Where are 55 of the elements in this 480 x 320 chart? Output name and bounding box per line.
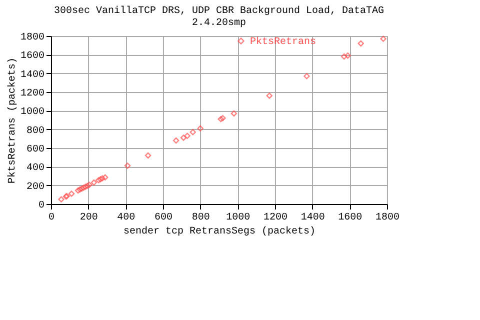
point (68, 190, 75, 197)
y-tick-label: 800 (26, 126, 44, 137)
point (102, 174, 108, 180)
point (358, 40, 364, 47)
x-tick-label: 400 (117, 212, 136, 224)
text: 2.4.20smp (192, 18, 246, 29)
y-tick-label: 200 (26, 182, 44, 193)
x-tick-label: 600 (154, 212, 173, 224)
y-tick-label: 1000 (20, 107, 44, 118)
point (84, 182, 90, 189)
point (190, 129, 196, 136)
y-tick-label: 1800 (20, 32, 44, 44)
point (197, 125, 204, 132)
point (74, 187, 82, 194)
x-tick-label: 1200 (263, 212, 288, 224)
point (144, 152, 152, 159)
y-tick-label: 1200 (20, 88, 44, 100)
point (220, 115, 226, 122)
y-tick-label: 1400 (20, 70, 44, 81)
point (58, 196, 64, 202)
x-tick-label: 800 (192, 212, 210, 224)
point (218, 116, 224, 122)
point (90, 179, 98, 186)
point (80, 184, 87, 191)
point (304, 73, 310, 80)
point (124, 162, 131, 169)
point (76, 186, 84, 193)
y-axis-title: PktsRetrans (packets) (6, 57, 18, 184)
point (97, 176, 104, 182)
point (86, 182, 92, 188)
y-tick-label: 1600 (20, 51, 44, 62)
point (99, 175, 106, 182)
y-tick-label: 0 (38, 200, 44, 212)
text: 300sec VanillaTCP DRS, UDP CBR Background Load, DataTAG (54, 6, 384, 17)
point (82, 184, 89, 190)
x-tick-label: 200 (80, 212, 98, 224)
x-tick-label: 0 (48, 212, 55, 224)
point (380, 36, 386, 42)
x-tick-label: 1400 (300, 212, 325, 224)
point (344, 52, 351, 59)
point (184, 132, 190, 139)
point (172, 137, 180, 144)
point (340, 53, 348, 60)
point (266, 92, 272, 99)
point (180, 134, 187, 141)
x-tick-label: 1800 (375, 212, 400, 224)
legend-label: PktsRetrans (250, 36, 316, 48)
x-tick-label: 1600 (338, 212, 362, 224)
x-tick-label: 1000 (226, 212, 250, 224)
y-tick-label: 600 (26, 144, 44, 156)
x-axis-title: sender tcp RetransSegs (packets) (123, 226, 316, 238)
point (230, 110, 238, 117)
y-tick-label: 400 (26, 163, 44, 174)
point (96, 177, 102, 184)
point (78, 186, 85, 192)
